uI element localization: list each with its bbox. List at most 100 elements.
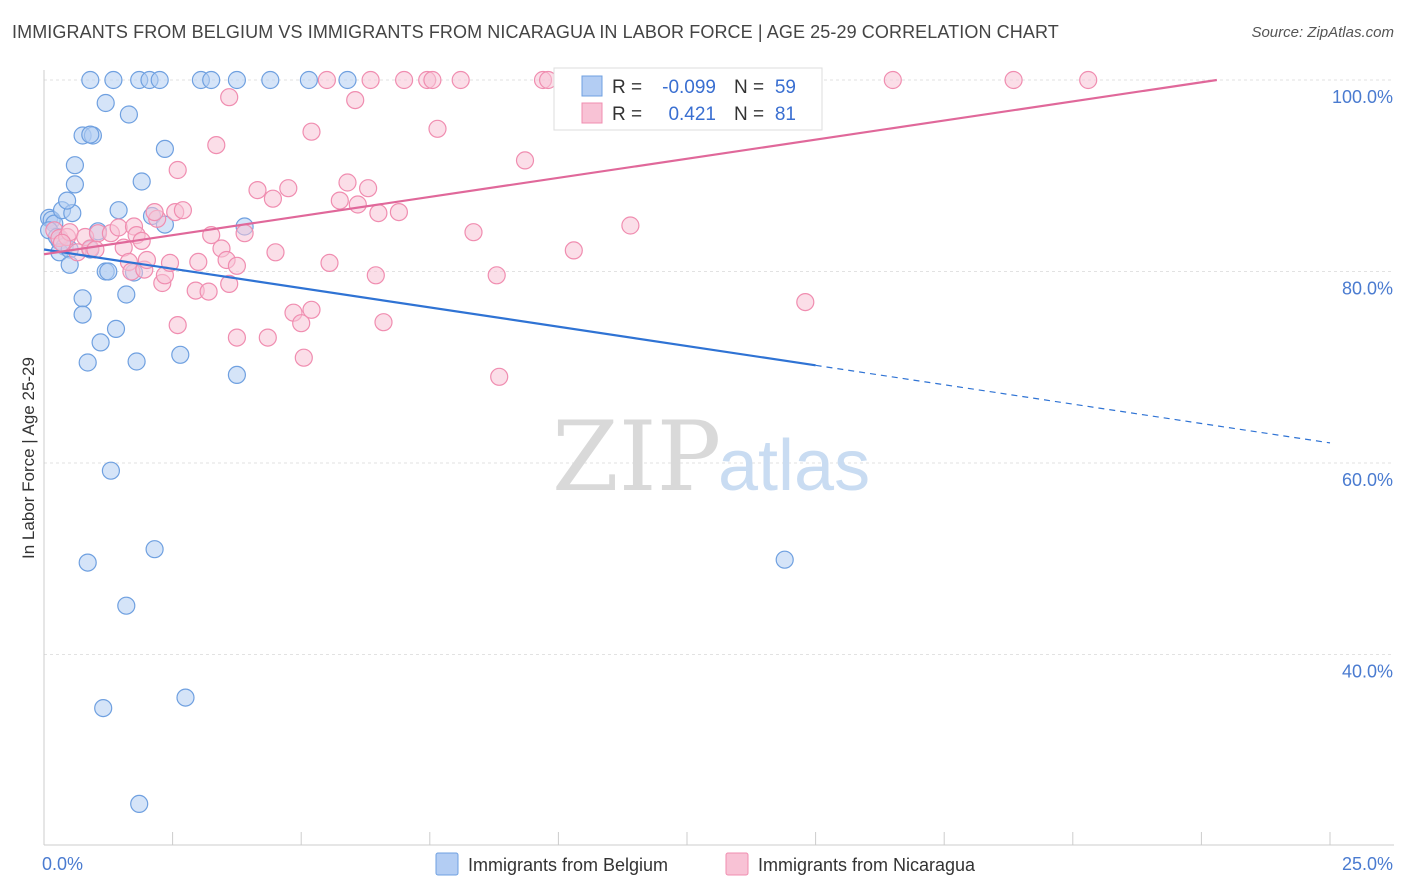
- x-tick-label-1: 25.0%: [1342, 854, 1393, 874]
- point-series0-17: [81, 125, 100, 144]
- point-series0-30: [155, 139, 174, 158]
- point-series0-27: [132, 172, 151, 191]
- point-series1-60: [428, 119, 447, 138]
- point-series1-58: [302, 122, 321, 141]
- point-series1-25: [173, 201, 192, 220]
- point-series0-44: [150, 70, 169, 90]
- point-series1-63: [490, 367, 509, 386]
- point-series0-53: [145, 540, 164, 559]
- watermark: ZIP atlas: [552, 401, 870, 513]
- point-series1-77: [883, 70, 902, 90]
- point-series1-36: [263, 189, 282, 208]
- point-series0-37: [78, 353, 97, 372]
- data-points: [39, 70, 1098, 814]
- point-series1-57: [220, 88, 239, 107]
- point-series0-18: [96, 93, 115, 113]
- legend-series: Immigrants from Belgium Immigrants from …: [435, 852, 976, 876]
- point-series1-47: [359, 179, 378, 198]
- point-series0-14: [65, 156, 85, 175]
- legend-n-value-belgium: 59: [775, 77, 796, 98]
- legend-n-label-belgium: N =: [734, 77, 764, 98]
- point-series1-72: [423, 70, 442, 90]
- point-series1-54: [168, 316, 187, 335]
- point-series1-41: [302, 300, 321, 319]
- legend-series-swatch-nicaragua: [725, 852, 749, 876]
- point-series0-48: [261, 70, 280, 90]
- point-series0-13: [65, 175, 85, 194]
- point-series1-70: [395, 70, 414, 90]
- point-series0-52: [78, 553, 97, 572]
- point-series1-68: [317, 70, 336, 90]
- point-series0-46: [202, 70, 221, 90]
- legend-r-value-nicaragua: 0.421: [668, 104, 716, 125]
- point-series1-40: [292, 314, 311, 333]
- point-series1-28: [199, 282, 218, 301]
- point-series1-67: [796, 293, 815, 312]
- point-series1-51: [389, 203, 408, 222]
- y-tick-labels: 100.0% 80.0% 60.0% 40.0%: [1332, 87, 1393, 682]
- point-series1-66: [621, 216, 640, 235]
- point-series0-50: [338, 70, 357, 90]
- point-series0-39: [227, 365, 246, 384]
- point-series1-64: [515, 151, 535, 170]
- point-series0-34: [73, 305, 92, 324]
- legend-r-label-nicaragua: R =: [612, 104, 642, 125]
- gridlines: [44, 79, 1394, 655]
- y-tick-label-3: 40.0%: [1342, 662, 1393, 682]
- y-tick-label-0: 100.0%: [1332, 87, 1393, 107]
- legend-stats: R = -0.099 N = 59 R = 0.421 N = 81: [553, 67, 823, 131]
- point-series1-34: [235, 224, 254, 243]
- y-tick-label-1: 80.0%: [1342, 279, 1393, 299]
- legend-swatch-nicaragua: [581, 102, 603, 124]
- watermark-atlas: atlas: [718, 426, 870, 506]
- point-series0-35: [106, 319, 126, 338]
- point-series0-54: [117, 596, 136, 615]
- point-series0-49: [299, 70, 318, 90]
- legend-series-swatch-belgium: [435, 852, 459, 876]
- point-series1-43: [320, 253, 339, 272]
- point-series1-80: [52, 233, 72, 252]
- chart-title: IMMIGRANTS FROM BELGIUM VS IMMIGRANTS FR…: [12, 22, 1059, 42]
- point-series1-62: [487, 266, 506, 285]
- point-series0-40: [81, 70, 100, 90]
- point-series1-45: [338, 173, 357, 192]
- axes: [43, 70, 1394, 846]
- point-series1-44: [330, 191, 349, 210]
- x-tick-label-0: 0.0%: [42, 854, 83, 874]
- point-series1-65: [564, 241, 583, 260]
- point-series0-56: [94, 698, 113, 718]
- point-series0-38: [127, 352, 146, 371]
- point-series1-27: [189, 252, 208, 271]
- point-series0-47: [227, 70, 246, 90]
- point-series0-25: [117, 285, 136, 304]
- y-axis-title: In Labor Force | Age 25-29: [19, 357, 38, 559]
- point-series1-79: [1079, 70, 1098, 90]
- trend-line-series0: [43, 248, 816, 367]
- point-series1-38: [266, 243, 285, 262]
- legend-n-value-nicaragua: 81: [775, 104, 796, 125]
- trend-lines: [43, 78, 1331, 444]
- x-ticks: [43, 832, 1331, 845]
- point-series1-59: [346, 90, 365, 110]
- point-series0-33: [73, 289, 92, 308]
- point-series1-50: [374, 313, 393, 332]
- trend-line-series1: [43, 78, 1217, 256]
- point-series1-20: [145, 203, 164, 222]
- point-series0-23: [99, 262, 118, 281]
- point-series0-24: [109, 201, 128, 220]
- point-series1-10: [109, 218, 128, 237]
- point-series0-57: [130, 794, 149, 814]
- point-series1-32: [220, 274, 239, 293]
- y-tick-label-2: 60.0%: [1342, 470, 1393, 490]
- trend-line-dashed-series0: [815, 364, 1331, 444]
- point-series1-48: [366, 266, 385, 285]
- point-series1-61: [464, 223, 483, 242]
- legend-n-label-nicaragua: N =: [734, 104, 764, 125]
- watermark-zip: ZIP: [552, 401, 721, 513]
- point-series0-12: [57, 191, 77, 210]
- point-series0-55: [176, 688, 195, 707]
- point-series0-58: [775, 550, 794, 569]
- legend-swatch-belgium: [581, 75, 603, 97]
- point-series0-51: [101, 461, 121, 480]
